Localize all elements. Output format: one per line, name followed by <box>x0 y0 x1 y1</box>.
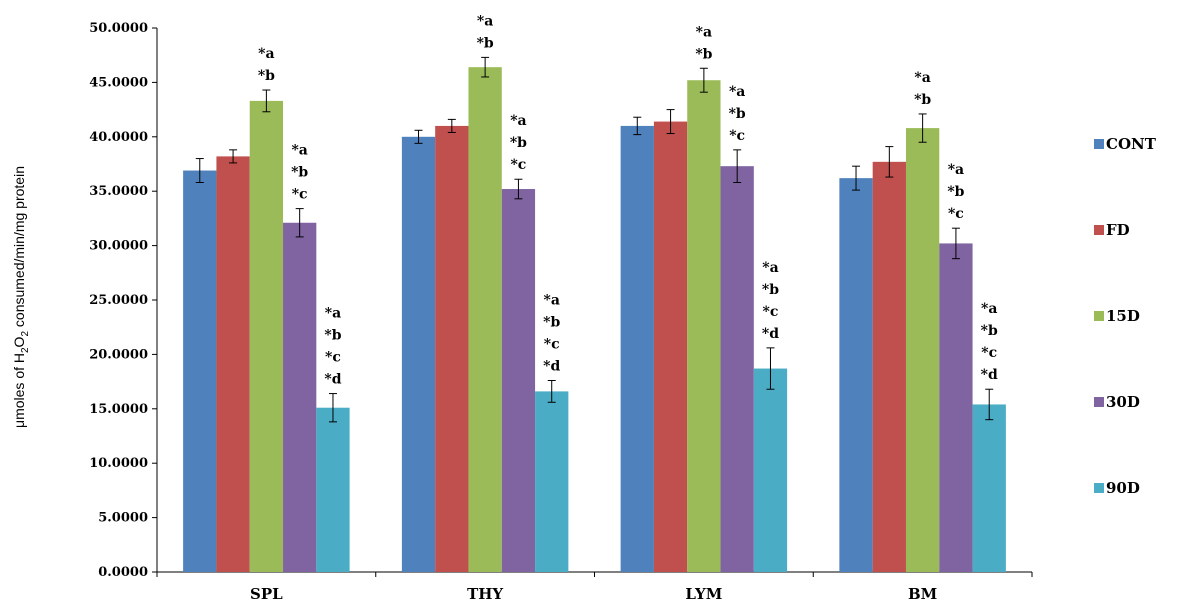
bar-CONT-THY <box>401 136 436 573</box>
x-category-label: BM <box>908 585 937 603</box>
bar-FD-THY <box>435 125 469 573</box>
bar-15D-BM <box>905 128 940 572</box>
y-tick-label: 30.0000 <box>89 239 148 254</box>
significance-annotation: *b <box>981 323 998 339</box>
bar-15D-THY <box>468 67 502 572</box>
bar-CONT-BM <box>839 178 873 573</box>
significance-annotation: *c <box>510 157 526 173</box>
legend-swatch-30D <box>1094 397 1104 407</box>
significance-annotation: *b <box>947 184 964 200</box>
significance-annotation: *b <box>695 46 712 62</box>
significance-annotation: *b <box>543 315 560 331</box>
significance-annotation: *a <box>510 113 526 129</box>
significance-annotation: *b <box>914 92 931 108</box>
bar-30D-BM <box>939 243 973 572</box>
significance-annotation: *b <box>258 68 275 84</box>
x-category-label: THY <box>467 585 503 603</box>
y-tick-label: 0.0000 <box>98 565 148 580</box>
y-axis-title-subscript: 2 <box>20 331 31 337</box>
legend-label-30D: 30D <box>1106 393 1140 411</box>
legend-swatch-90D <box>1094 483 1104 493</box>
bar-FD-BM <box>872 161 906 572</box>
significance-annotation: *c <box>325 350 341 366</box>
significance-annotation: *a <box>258 46 274 62</box>
significance-annotation: *d <box>324 372 341 388</box>
x-category-label: SPL <box>250 585 283 603</box>
bar-90D-BM <box>972 404 1006 572</box>
bar-FD-LYM <box>653 121 688 573</box>
significance-annotation: *b <box>729 106 746 122</box>
legend: CONT FD 15D 30D 90D <box>1094 135 1157 497</box>
y-axis-title: μmoles of H2O2 consumed/min/mg protein <box>11 166 31 428</box>
y-axis-title-part: consumed/min/mg protein <box>11 166 27 331</box>
bar-30D-LYM <box>720 166 754 572</box>
bar-90D-SPL <box>316 407 350 572</box>
axes-layer: 0.0000 5.0000 10.0000 15.0000 20.0000 25.0000… <box>89 21 1033 603</box>
bar-15D-LYM <box>687 80 721 572</box>
bar-CONT-LYM <box>620 125 654 573</box>
significance-annotation: *c <box>729 128 745 144</box>
bars-layer <box>183 56 1006 573</box>
bar-15D-SPL <box>249 100 284 573</box>
legend-swatch-CONT <box>1094 139 1104 149</box>
significance-annotation: *a <box>696 24 712 40</box>
significance-annotation: *b <box>324 328 341 344</box>
significance-annotation: *d <box>543 359 560 375</box>
significance-annotation: *a <box>477 13 493 29</box>
y-axis-title-part: O <box>11 336 27 347</box>
annotations-layer: *a *b *a *b *c *a *b *c *d *a *b *a *b *c *a *b *c *d *a *b… <box>258 13 998 387</box>
legend-label-FD: FD <box>1106 221 1130 239</box>
legend-label-90D: 90D <box>1106 479 1140 497</box>
significance-annotation: *b <box>510 135 527 151</box>
y-tick-label: 20.0000 <box>89 347 148 362</box>
y-tick-label: 40.0000 <box>89 130 148 145</box>
legend-swatch-15D <box>1094 311 1104 321</box>
significance-annotation: *c <box>763 304 779 320</box>
x-category-label: LYM <box>685 585 722 603</box>
bar-30D-SPL <box>283 222 317 572</box>
significance-annotation: *b <box>477 35 494 51</box>
significance-annotation: *a <box>291 143 307 159</box>
legend-label-CONT: CONT <box>1106 135 1157 153</box>
significance-annotation: *a <box>544 293 560 309</box>
y-tick-label: 5.0000 <box>98 511 148 526</box>
significance-annotation: *a <box>981 301 997 317</box>
significance-annotation: *c <box>544 337 560 353</box>
y-axis-title-subscript: 2 <box>20 347 31 353</box>
y-tick-label: 50.0000 <box>89 21 148 36</box>
bar-90D-THY <box>535 391 569 572</box>
legend-label-15D: 15D <box>1106 307 1140 325</box>
significance-annotation: *c <box>292 187 308 203</box>
bar-CONT-SPL <box>183 170 217 572</box>
y-tick-label: 25.0000 <box>89 293 148 308</box>
y-axis-title-group: μmoles of H2O2 consumed/min/mg protein <box>11 166 31 428</box>
y-tick-label: 10.0000 <box>89 456 148 471</box>
significance-annotation: *a <box>914 70 930 86</box>
significance-annotation: *a <box>729 84 745 100</box>
significance-annotation: *c <box>948 206 964 222</box>
bar-30D-THY <box>501 189 536 573</box>
significance-annotation: *c <box>981 345 997 361</box>
significance-annotation: *b <box>762 282 779 298</box>
significance-annotation: *b <box>291 165 308 181</box>
y-tick-label: 35.0000 <box>89 184 148 199</box>
significance-annotation: *a <box>948 162 964 178</box>
significance-annotation: *d <box>762 326 779 342</box>
significance-annotation: *d <box>981 367 998 383</box>
significance-annotation: *a <box>325 306 341 322</box>
y-tick-label: 45.0000 <box>89 75 148 90</box>
y-tick-label: 15.0000 <box>89 402 148 417</box>
legend-swatch-FD <box>1094 225 1104 235</box>
bar-90D-LYM <box>753 368 788 572</box>
significance-annotation: *a <box>762 260 778 276</box>
bar-FD-SPL <box>216 156 250 572</box>
y-axis-title-part: μmoles of H <box>11 353 27 428</box>
